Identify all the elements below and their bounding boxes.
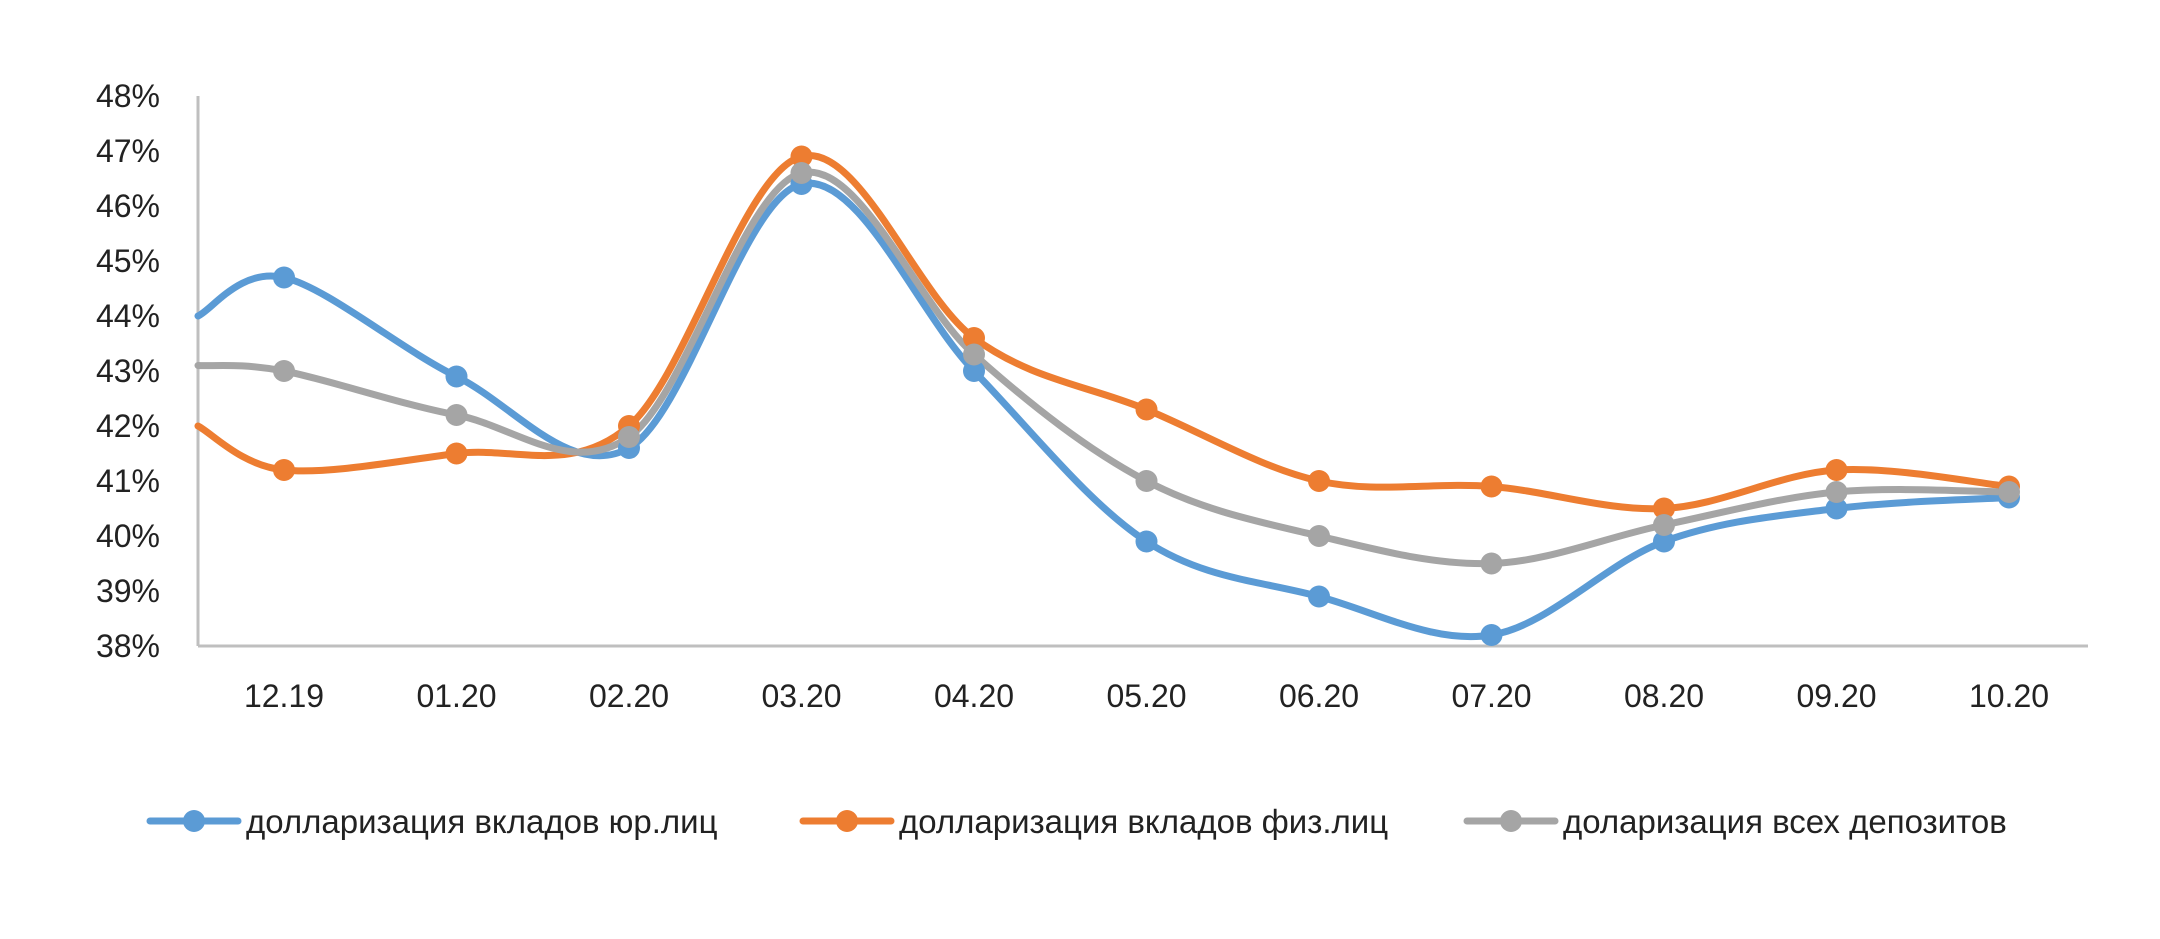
series-2-point bbox=[445, 442, 468, 465]
series-2-point bbox=[1480, 475, 1503, 498]
series-3-point bbox=[273, 360, 295, 382]
series-2-point bbox=[790, 145, 813, 168]
series-1-point bbox=[1135, 530, 1158, 553]
series-1-point bbox=[1308, 585, 1330, 608]
series-1-point bbox=[1653, 530, 1675, 553]
series-3-point bbox=[1998, 481, 2020, 503]
legend-item-2: долларизация вкладов физ.лиц bbox=[799, 803, 1388, 840]
x-tick-label: 01.20 bbox=[416, 678, 496, 714]
y-tick-label: 39% bbox=[96, 573, 160, 609]
x-tick-label: 09.20 bbox=[1796, 678, 1876, 714]
series-line-1 bbox=[194, 179, 2013, 641]
legend-item-1: долларизация вкладов юр.лиц bbox=[146, 803, 718, 840]
legend-marker bbox=[183, 810, 205, 832]
series-3-point bbox=[963, 343, 985, 366]
legend-label: долларизация вкладов физ.лиц bbox=[899, 803, 1388, 840]
series-2-point bbox=[1653, 497, 1675, 520]
series-3-point bbox=[1825, 481, 1848, 503]
x-tick-label: 04.20 bbox=[934, 678, 1014, 714]
x-tick-labels: 12.19 01.20 02.20 03.20 04.20 05.20 06.20 07.20… bbox=[244, 678, 2049, 714]
series-3-point bbox=[618, 426, 640, 448]
y-tick-label: 46% bbox=[96, 188, 160, 224]
series-1-point bbox=[1825, 497, 1848, 520]
x-tick-label: 12.19 bbox=[244, 678, 324, 714]
x-tick-label: 05.20 bbox=[1106, 678, 1186, 714]
series-1-point bbox=[273, 266, 295, 289]
series-1-point bbox=[445, 365, 468, 388]
series-2-point bbox=[963, 327, 985, 349]
x-tick-label: 10.20 bbox=[1969, 678, 2049, 714]
series-points bbox=[273, 145, 2020, 646]
series-3-point bbox=[1480, 552, 1503, 575]
series-3-point bbox=[1135, 470, 1158, 492]
y-tick-label: 42% bbox=[96, 408, 160, 444]
legend: долларизация вкладов юр.лиц долларизация … bbox=[146, 803, 2007, 840]
y-tick-label: 44% bbox=[96, 298, 160, 334]
y-tick-label: 48% bbox=[96, 78, 160, 114]
series-2-point bbox=[1308, 470, 1330, 492]
y-tick-label: 38% bbox=[96, 628, 160, 664]
legend-label: долларизация вкладов юр.лиц bbox=[246, 803, 718, 840]
y-tick-labels: 38% 39% 40% 41% 42% 43% 44% 45% 46% 47% 48% bbox=[96, 78, 160, 664]
series-3-point bbox=[1308, 525, 1330, 547]
series-3-point bbox=[1653, 514, 1675, 536]
series-lines bbox=[194, 152, 2013, 641]
legend-label: доларизация всех депозитов bbox=[1563, 803, 2007, 840]
series-2-point bbox=[1825, 459, 1848, 481]
series-3-point bbox=[790, 162, 813, 184]
series-1-point bbox=[963, 360, 985, 382]
legend-marker bbox=[1500, 810, 1522, 832]
y-tick-label: 41% bbox=[96, 463, 160, 499]
x-tick-label: 02.20 bbox=[589, 678, 669, 714]
x-tick-label: 08.20 bbox=[1624, 678, 1704, 714]
axes bbox=[196, 96, 2088, 648]
series-2-point bbox=[1135, 398, 1158, 421]
series-3-point bbox=[445, 404, 468, 426]
x-tick-label: 03.20 bbox=[761, 678, 841, 714]
y-tick-label: 47% bbox=[96, 133, 160, 169]
legend-marker bbox=[836, 810, 858, 832]
legend-item-3: доларизация всех депозитов bbox=[1463, 803, 2007, 840]
y-tick-label: 40% bbox=[96, 518, 160, 554]
series-2-point bbox=[273, 459, 295, 481]
x-tick-label: 06.20 bbox=[1279, 678, 1359, 714]
y-tick-label: 45% bbox=[96, 243, 160, 279]
x-tick-label: 07.20 bbox=[1451, 678, 1531, 714]
series-1-point bbox=[1480, 624, 1503, 646]
y-tick-label: 43% bbox=[96, 353, 160, 389]
